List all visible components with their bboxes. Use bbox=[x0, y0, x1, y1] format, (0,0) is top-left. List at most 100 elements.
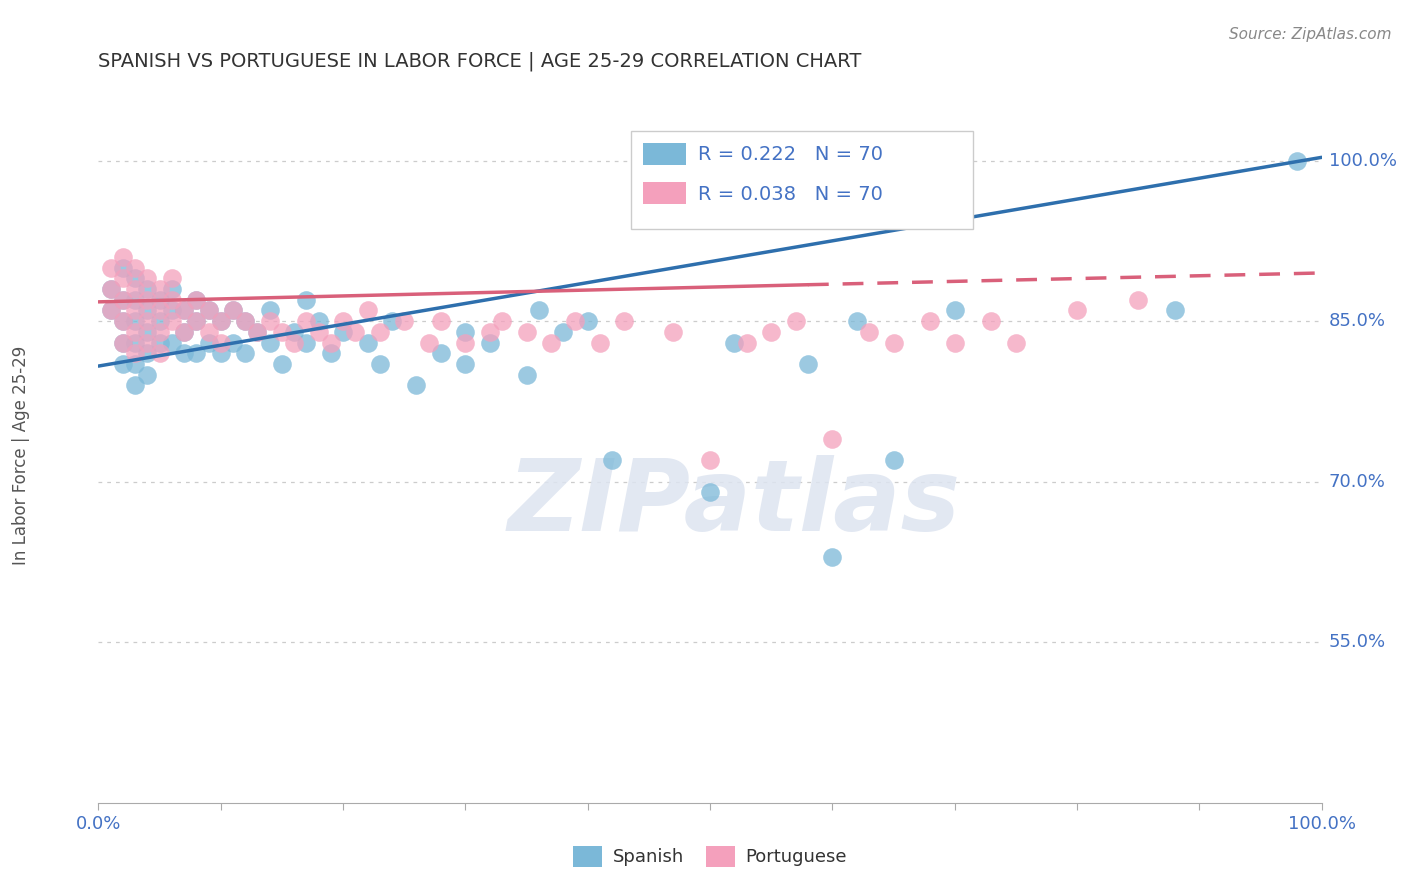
Text: 85.0%: 85.0% bbox=[1329, 312, 1386, 330]
Text: 55.0%: 55.0% bbox=[1329, 633, 1386, 651]
Point bbox=[735, 335, 758, 350]
Point bbox=[160, 314, 183, 328]
Point bbox=[821, 549, 844, 564]
Point bbox=[478, 335, 501, 350]
Point bbox=[259, 335, 281, 350]
Point bbox=[100, 303, 122, 318]
Point bbox=[124, 357, 146, 371]
Point bbox=[209, 314, 232, 328]
Point bbox=[883, 453, 905, 467]
Point bbox=[222, 303, 245, 318]
Point bbox=[943, 335, 966, 350]
Point bbox=[222, 335, 245, 350]
Point bbox=[515, 368, 537, 382]
Point bbox=[553, 325, 575, 339]
Point bbox=[883, 335, 905, 350]
Point bbox=[761, 325, 783, 339]
Point bbox=[858, 325, 880, 339]
Point bbox=[111, 260, 134, 275]
Bar bbox=[643, 182, 686, 204]
Point bbox=[173, 303, 195, 318]
Point bbox=[845, 314, 868, 328]
Point bbox=[160, 271, 183, 285]
Point bbox=[100, 303, 122, 318]
Point bbox=[785, 314, 807, 328]
Text: ZIPatlas: ZIPatlas bbox=[508, 455, 962, 552]
Point bbox=[222, 303, 245, 318]
Point bbox=[136, 314, 159, 328]
Point bbox=[186, 346, 208, 360]
Text: In Labor Force | Age 25-29: In Labor Force | Age 25-29 bbox=[13, 345, 30, 565]
Point bbox=[368, 325, 391, 339]
Point bbox=[111, 314, 134, 328]
Point bbox=[344, 325, 367, 339]
Point bbox=[576, 314, 599, 328]
Point bbox=[233, 314, 256, 328]
Point bbox=[1004, 335, 1026, 350]
Point bbox=[100, 260, 122, 275]
Point bbox=[124, 346, 146, 360]
Point bbox=[1128, 293, 1150, 307]
Point bbox=[111, 271, 134, 285]
Point bbox=[295, 293, 318, 307]
Point bbox=[723, 335, 745, 350]
Point bbox=[454, 335, 477, 350]
Point bbox=[124, 303, 146, 318]
Point bbox=[381, 314, 404, 328]
Point bbox=[600, 453, 623, 467]
Point bbox=[111, 293, 134, 307]
Point bbox=[491, 314, 513, 328]
Point bbox=[392, 314, 416, 328]
Point bbox=[515, 325, 537, 339]
Legend: Spanish, Portuguese: Spanish, Portuguese bbox=[565, 838, 855, 874]
Point bbox=[259, 314, 281, 328]
Point bbox=[111, 250, 134, 264]
Point bbox=[356, 335, 378, 350]
Point bbox=[319, 346, 342, 360]
Point bbox=[136, 271, 159, 285]
Point bbox=[197, 303, 219, 318]
Point bbox=[589, 335, 612, 350]
Point bbox=[149, 335, 172, 350]
Point bbox=[186, 314, 208, 328]
Point bbox=[1164, 303, 1187, 318]
Point bbox=[149, 303, 172, 318]
Point bbox=[454, 357, 477, 371]
Point bbox=[699, 453, 721, 467]
Point bbox=[430, 314, 453, 328]
Point bbox=[111, 357, 134, 371]
Point bbox=[173, 325, 195, 339]
Text: 100.0%: 100.0% bbox=[1329, 152, 1396, 169]
Point bbox=[186, 293, 208, 307]
Point bbox=[564, 314, 586, 328]
Text: SPANISH VS PORTUGUESE IN LABOR FORCE | AGE 25-29 CORRELATION CHART: SPANISH VS PORTUGUESE IN LABOR FORCE | A… bbox=[98, 52, 862, 71]
Point bbox=[209, 335, 232, 350]
Point bbox=[319, 335, 342, 350]
Point bbox=[124, 282, 146, 296]
Point bbox=[124, 271, 146, 285]
Point bbox=[197, 325, 219, 339]
Point bbox=[136, 346, 159, 360]
Point bbox=[197, 335, 219, 350]
Point bbox=[332, 314, 354, 328]
Point bbox=[233, 346, 256, 360]
Point bbox=[308, 325, 330, 339]
Point bbox=[160, 335, 183, 350]
Point bbox=[149, 282, 172, 296]
Point bbox=[100, 282, 122, 296]
Point bbox=[136, 335, 159, 350]
Text: Source: ZipAtlas.com: Source: ZipAtlas.com bbox=[1229, 27, 1392, 42]
Point bbox=[136, 282, 159, 296]
Point bbox=[149, 325, 172, 339]
Point bbox=[124, 260, 146, 275]
Point bbox=[418, 335, 440, 350]
Point bbox=[124, 335, 146, 350]
Point bbox=[136, 325, 159, 339]
Point bbox=[160, 282, 183, 296]
Point bbox=[1286, 153, 1309, 168]
Point bbox=[136, 368, 159, 382]
Point bbox=[478, 325, 501, 339]
Bar bbox=[643, 143, 686, 165]
Point bbox=[259, 303, 281, 318]
Point bbox=[111, 335, 134, 350]
